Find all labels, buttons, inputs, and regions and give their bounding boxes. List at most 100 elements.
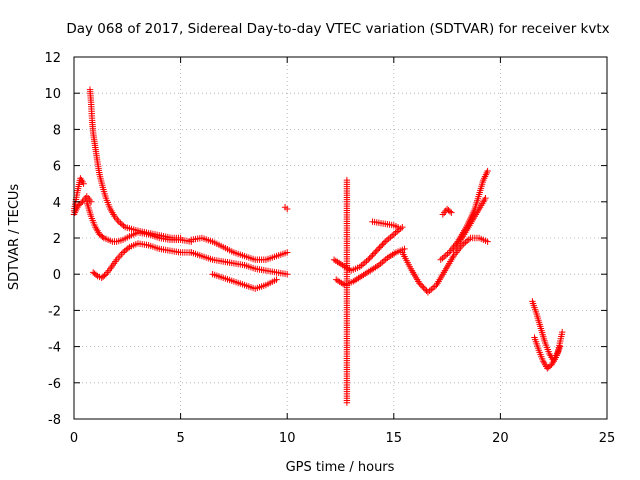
data-point xyxy=(124,245,132,252)
data-point xyxy=(440,253,448,261)
data-point xyxy=(101,272,108,279)
data-point xyxy=(372,248,379,256)
data-point xyxy=(377,242,385,250)
series-isolated-10h xyxy=(281,204,291,213)
data-point xyxy=(429,284,437,292)
series-rising-19h xyxy=(437,167,491,263)
data-point xyxy=(484,167,491,175)
data-point xyxy=(394,223,402,231)
data-point xyxy=(387,234,394,241)
y-tick-label: -8 xyxy=(48,413,61,428)
data-point xyxy=(463,237,471,245)
data-point xyxy=(343,399,351,406)
data-point xyxy=(119,249,127,256)
data-point xyxy=(379,259,386,266)
data-point xyxy=(416,280,423,287)
series-late-negative-b xyxy=(531,334,564,372)
y-tick-label: 8 xyxy=(53,123,61,138)
data-point xyxy=(392,229,399,237)
data-point xyxy=(559,328,566,336)
data-point xyxy=(376,244,383,251)
series-afternoon-arc-upper xyxy=(330,223,406,274)
data-point xyxy=(115,218,122,225)
y-tick-label: 0 xyxy=(53,268,61,283)
data-point xyxy=(382,238,389,245)
y-axis-label: SDTVAR / TECUs xyxy=(7,184,22,291)
series-steep-decay xyxy=(86,86,184,242)
data-point xyxy=(465,236,473,243)
data-point xyxy=(390,231,397,238)
data-point xyxy=(421,286,429,293)
y-tick-label: -4 xyxy=(48,341,61,356)
data-point xyxy=(366,255,373,262)
x-tick-label: 10 xyxy=(279,431,296,446)
plot-frame xyxy=(73,56,608,420)
x-tick-label: 20 xyxy=(492,431,509,446)
data-point xyxy=(370,250,378,257)
data-point xyxy=(431,283,438,290)
series-cluster-14-5h xyxy=(369,218,402,231)
data-point xyxy=(121,247,128,255)
data-point xyxy=(394,228,401,235)
data-point xyxy=(385,235,392,242)
data-point xyxy=(424,289,432,296)
data-point xyxy=(482,194,489,202)
series-early-loop xyxy=(83,198,195,245)
data-point xyxy=(365,256,372,263)
data-point xyxy=(363,257,370,265)
data-point xyxy=(369,251,376,259)
series-middle-band-dip xyxy=(209,271,280,292)
data-point xyxy=(426,287,433,295)
data-point xyxy=(117,219,124,227)
x-tick-label: 15 xyxy=(386,431,403,446)
data-point xyxy=(273,276,280,283)
data-point xyxy=(284,249,291,256)
data-point xyxy=(419,283,426,290)
data-points xyxy=(70,86,566,406)
data-point xyxy=(442,252,450,259)
series-isolated-12-8h xyxy=(343,176,351,406)
data-point xyxy=(374,245,382,253)
chart-title: Day 068 of 2017, Sidereal Day-to-day VTE… xyxy=(66,21,609,37)
data-point xyxy=(123,246,130,253)
x-axis-label: GPS time / hours xyxy=(286,460,395,475)
data-point xyxy=(420,284,427,291)
grid-lines xyxy=(74,57,607,419)
data-point xyxy=(361,259,369,266)
y-tick-label: 10 xyxy=(44,87,61,102)
series-late-negative-a xyxy=(529,298,566,365)
data-point xyxy=(380,257,388,265)
series-middle-band-upper xyxy=(188,234,291,263)
data-point xyxy=(77,199,85,207)
data-point xyxy=(444,250,451,258)
data-point xyxy=(379,241,386,248)
data-point xyxy=(120,222,127,229)
data-point xyxy=(439,255,446,262)
data-point xyxy=(99,233,106,240)
data-point xyxy=(284,271,291,278)
data-point xyxy=(383,236,391,244)
series-start-spike-a xyxy=(70,175,87,215)
data-point xyxy=(367,253,375,260)
y-tick-label: 12 xyxy=(44,51,61,66)
data-point xyxy=(359,260,367,268)
data-point xyxy=(437,256,444,263)
data-point xyxy=(428,286,435,293)
y-tick-label: 4 xyxy=(53,196,61,211)
series-rising-arm xyxy=(89,240,195,282)
data-point xyxy=(284,205,291,213)
x-tick-label: 25 xyxy=(599,431,616,446)
data-point xyxy=(448,209,455,216)
data-point xyxy=(92,271,100,279)
y-tick-label: -2 xyxy=(48,304,61,319)
y-tick-label: 2 xyxy=(53,232,61,247)
y-tick-label: 6 xyxy=(53,160,61,175)
series-middle-band-lower xyxy=(188,249,291,278)
data-point xyxy=(380,239,388,247)
data-point xyxy=(118,221,126,228)
x-tick-label: 5 xyxy=(176,431,184,446)
x-tick-label: 0 xyxy=(70,431,78,446)
series-trough-16h xyxy=(399,234,491,296)
data-point xyxy=(401,245,408,253)
